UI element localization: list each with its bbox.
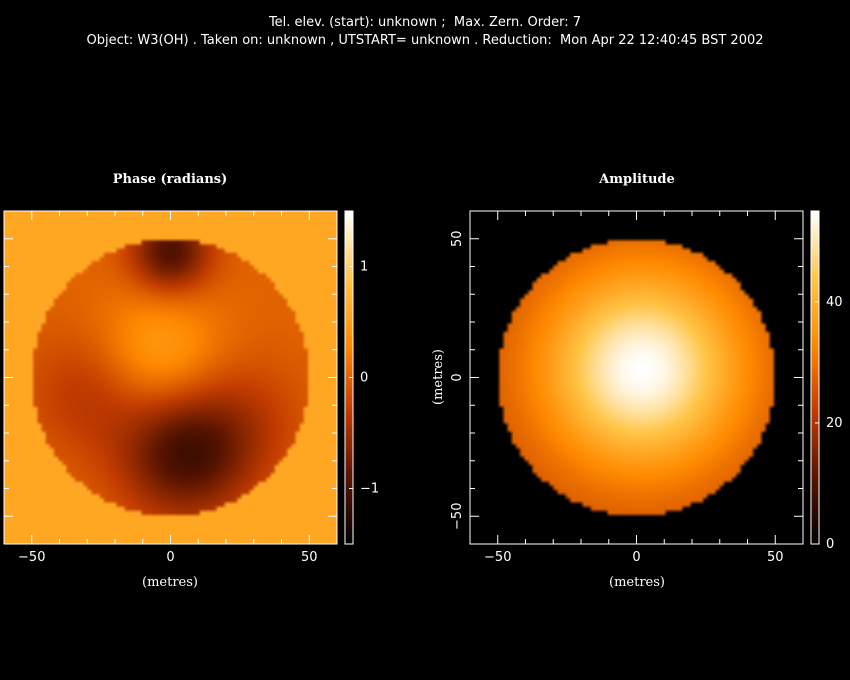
amplitude-ticks: −50 0 50 50 0 −50	[450, 210, 804, 565]
x-tick-label: −50	[18, 550, 45, 565]
colorbar-tick-label: 0	[360, 371, 368, 386]
x-tick-label: 50	[301, 550, 318, 565]
x-tick-label: 0	[166, 550, 174, 565]
colorbar-tick-label: 1	[360, 260, 368, 275]
phase-xlabel: (metres)	[142, 575, 198, 590]
colorbar-tick-label: 0	[826, 537, 834, 552]
y-tick-label: 0	[450, 373, 465, 381]
y-tick-label: 50	[450, 230, 465, 247]
header-line-2: Object: W3(OH) . Taken on: unknown , UTS…	[86, 33, 764, 48]
colorbar-tick-label: −1	[360, 482, 379, 497]
x-tick-label: 0	[632, 550, 640, 565]
header-line-1: Tel. elev. (start): unknown ; Max. Zern.…	[268, 15, 582, 30]
amplitude-xlabel: (metres)	[609, 575, 665, 590]
amplitude-colorbar-ticks: 40 20 0	[815, 295, 843, 552]
amplitude-map	[470, 211, 803, 544]
x-tick-label: 50	[767, 550, 784, 565]
colorbar-tick-label: 20	[826, 416, 843, 431]
x-tick-label: −50	[484, 550, 511, 565]
colorbar-tick-label: 40	[826, 295, 843, 310]
amplitude-title: Amplitude	[598, 172, 675, 187]
amplitude-ylabel: (metres)	[431, 349, 446, 405]
amplitude-colorbar	[811, 211, 819, 544]
y-tick-label: −50	[450, 503, 465, 530]
phase-colorbar-ticks: 1 0 −1	[349, 260, 379, 497]
phase-ticks: −50 0 50	[3, 210, 338, 565]
phase-title: Phase (radians)	[113, 172, 228, 187]
phase-map	[4, 211, 337, 544]
